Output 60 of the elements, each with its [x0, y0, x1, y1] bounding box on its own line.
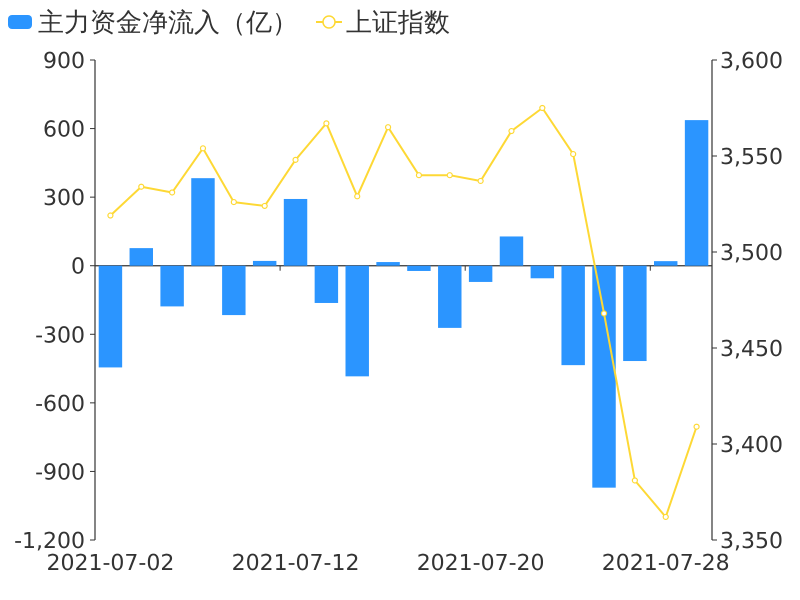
bar: [623, 266, 647, 362]
point: [262, 202, 268, 210]
point: [570, 150, 576, 158]
x-tick-label: 2021-07-28: [602, 551, 730, 576]
point: [662, 514, 669, 520]
y-tick-label: 600: [43, 118, 85, 143]
bar: [592, 266, 616, 488]
bar: [530, 266, 554, 278]
bar: [438, 266, 462, 328]
bar: [130, 248, 153, 266]
bar: [98, 266, 122, 368]
point: [230, 198, 237, 206]
bar: [160, 266, 184, 306]
y-tick-label: -600: [35, 392, 85, 417]
point: [323, 120, 330, 126]
y2-tick-label: 3,600: [720, 49, 783, 74]
bar: [684, 120, 708, 266]
y2-tick-label: 3,400: [720, 433, 783, 458]
x-tick-label: 2021-07-02: [46, 551, 174, 576]
bar: [284, 198, 308, 266]
bar: [252, 260, 276, 266]
point: [478, 178, 484, 184]
bar: [346, 266, 369, 376]
y-tick-label: -1,200: [14, 529, 85, 554]
point: [508, 128, 515, 134]
y-tick-label: 300: [43, 186, 85, 212]
legend-label: 上证指数: [346, 8, 450, 38]
legend-label: 主力资金净流入（亿）: [38, 8, 298, 38]
y-tick-label: 0: [71, 254, 85, 280]
x-tick-label: 2021-07-12: [232, 551, 360, 576]
y-tick-label: -300: [35, 323, 85, 348]
y2-tick-label: 3,350: [720, 529, 783, 554]
point: [107, 212, 114, 219]
y-tick-label: -900: [35, 460, 85, 486]
x-tick-label: 2021-07-20: [416, 551, 545, 576]
point: [693, 424, 700, 430]
bar: [468, 266, 492, 282]
y2-tick-label: 3,500: [720, 241, 783, 266]
point: [354, 193, 360, 200]
bar: [407, 266, 431, 271]
point: [446, 172, 453, 178]
bar: [314, 266, 338, 303]
point: [200, 145, 206, 152]
y-tick-label: 900: [43, 49, 85, 74]
y2-tick-label: 3,450: [720, 337, 783, 362]
bar: [222, 266, 246, 316]
point: [384, 124, 392, 130]
bar: [191, 178, 215, 266]
bar: [654, 261, 678, 266]
bar: [500, 236, 524, 266]
point: [169, 189, 176, 196]
point: [632, 477, 638, 484]
y2-tick-label: 3,550: [720, 145, 783, 170]
point: [416, 172, 422, 178]
point: [600, 310, 608, 317]
point: [539, 104, 546, 112]
point: [292, 156, 299, 163]
bar: [376, 262, 400, 266]
point: [138, 184, 144, 190]
bar: [561, 266, 585, 366]
